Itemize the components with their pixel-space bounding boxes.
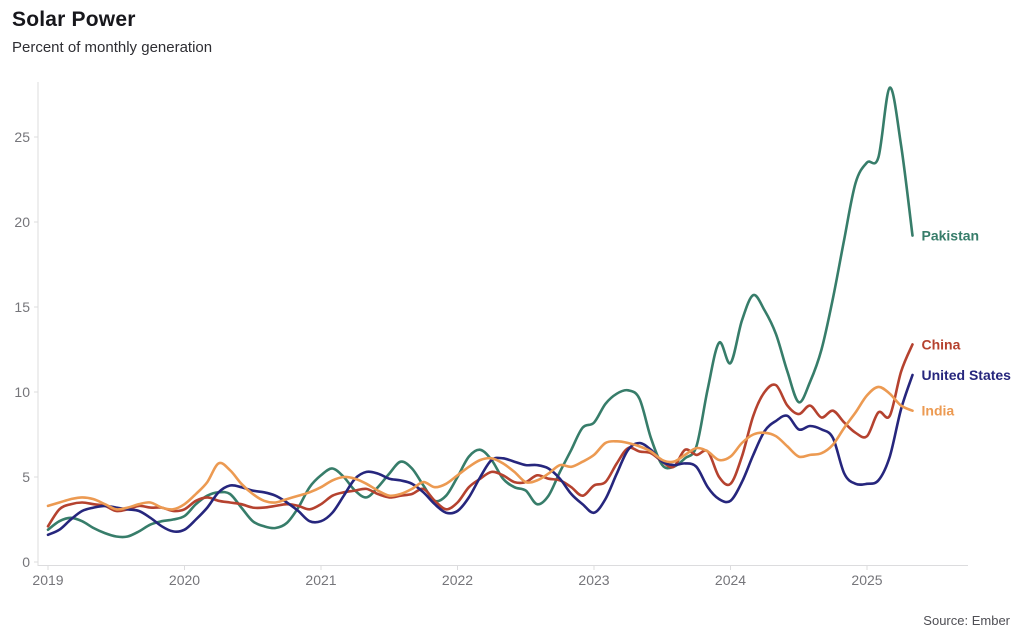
page-subtitle: Percent of monthly generation: [12, 39, 213, 56]
y-tick-label: 10: [14, 384, 30, 400]
series-line-pakistan: [46, 86, 914, 539]
source-note: Source: Ember: [923, 613, 1010, 628]
series-label-united-states: United States: [922, 367, 1012, 383]
series-label-china: China: [922, 336, 961, 352]
series-line-united-states: [46, 373, 914, 537]
series-line-india: [46, 385, 914, 511]
x-tick-label: 2020: [169, 572, 200, 588]
series-label-india: India: [922, 403, 955, 419]
y-tick-label: 0: [22, 554, 30, 570]
x-tick-label: 2021: [305, 572, 336, 588]
y-tick-label: 15: [14, 299, 30, 315]
series-label-pakistan: Pakistan: [922, 228, 980, 244]
y-tick-label: 20: [14, 214, 30, 230]
y-tick-label: 25: [14, 129, 30, 145]
x-tick-label: 2023: [578, 572, 609, 588]
series-line-china: [46, 343, 914, 528]
x-tick-label: 2024: [715, 572, 746, 588]
x-tick-label: 2022: [442, 572, 473, 588]
page-title: Solar Power: [12, 8, 136, 31]
x-tick-label: 2025: [851, 572, 882, 588]
x-tick-label: 2019: [32, 572, 63, 588]
chart-header: Solar Power Percent of monthly generatio…: [12, 8, 212, 56]
y-tick-label: 5: [22, 469, 30, 485]
